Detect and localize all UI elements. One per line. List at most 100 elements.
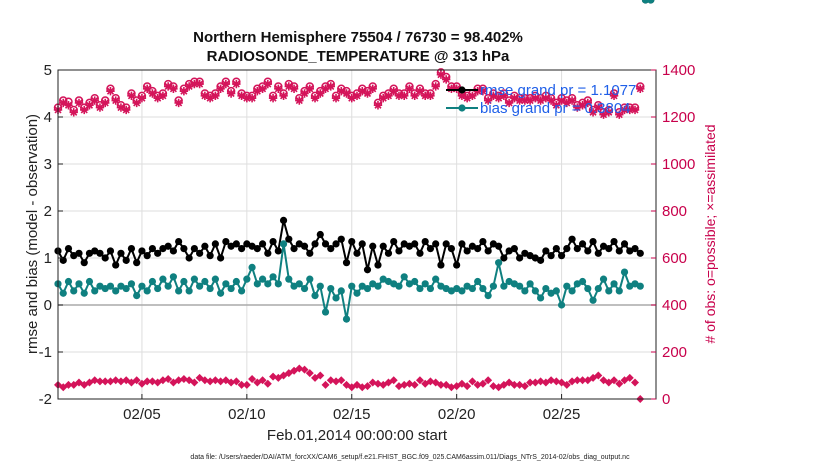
rmse-point (631, 245, 639, 253)
bias-point (647, 0, 655, 4)
obs-assimilated-point (541, 94, 551, 103)
obs-count-point (610, 376, 619, 385)
rmse-point (547, 252, 555, 260)
rmse-point (196, 249, 204, 257)
bias-point (332, 294, 340, 302)
obs-assimilated-point (268, 94, 278, 103)
obs-assimilated-point (274, 84, 283, 93)
rmse-point (206, 252, 214, 260)
bias-point (106, 282, 115, 290)
obs-count-point (300, 365, 309, 374)
obs-assimilated-point (258, 84, 267, 93)
rmse-point (353, 249, 361, 257)
obs-assimilated-point (468, 91, 477, 101)
bias-point (201, 277, 209, 286)
obs-assimilated-point (101, 98, 110, 108)
obs-assimilated-point (431, 82, 440, 91)
rmse-point (106, 247, 115, 255)
obs-assimilated-point (316, 89, 325, 98)
legend-bias-label: bias grand pr = 0.3804 (480, 100, 631, 117)
rmse-point (426, 245, 435, 253)
obs-count-point (547, 376, 556, 385)
obs-assimilated-point (478, 86, 488, 96)
bias-point (237, 287, 246, 295)
obs-assimilated-point (300, 89, 309, 98)
obs-assimilated-point (116, 103, 126, 112)
obs-count-point (148, 377, 157, 386)
obs-assimilated-point (216, 84, 225, 93)
obs-assimilated-point (389, 86, 398, 96)
obs-count-point (248, 375, 257, 384)
bias-point (353, 289, 361, 297)
bias-point (112, 287, 120, 295)
rmse-point (458, 240, 466, 248)
bias-point (206, 284, 214, 293)
rmse-point (290, 245, 298, 253)
rmse-point (484, 247, 492, 255)
obs-assimilated-point (352, 91, 362, 101)
obs-count-point (394, 382, 403, 391)
bias-point (59, 289, 67, 297)
bias-point (80, 289, 88, 297)
y-right-tick-label: 600 (662, 250, 687, 267)
bias-point (175, 287, 183, 295)
bias-point (374, 282, 382, 290)
obs-count-point (363, 382, 372, 391)
obs-assimilated-point (625, 105, 634, 115)
obs-assimilated-point (567, 96, 577, 105)
y-axis-right-label: # of obs: o=possible; ×=assimilated (702, 124, 718, 343)
bias-point (552, 287, 560, 295)
y-left-tick-label: 5 (44, 62, 52, 79)
obs-assimilated-point (405, 84, 414, 93)
obs-assimilated-point (64, 101, 73, 110)
rmse-point (169, 247, 178, 255)
bias-point (138, 282, 146, 290)
obs-assimilated-point (573, 103, 582, 112)
bias-line (57, 243, 641, 320)
rmse-point (358, 240, 366, 248)
obs-assimilated-point (69, 108, 78, 117)
obs-assimilated-point (226, 89, 236, 98)
obs-count-point (263, 379, 272, 388)
obs-count-point (436, 380, 445, 389)
obs-count-point (216, 377, 225, 386)
obs-assimilated-point (347, 94, 356, 103)
obs-assimilated-point (620, 105, 629, 115)
rmse-point (232, 240, 240, 248)
rmse-point (127, 245, 136, 253)
obs-assimilated-point (604, 108, 613, 117)
obs-count-point (295, 364, 304, 373)
obs-assimilated-point (59, 98, 68, 108)
rmse-point (578, 240, 587, 248)
obs-assimilated-point (426, 91, 435, 101)
y-left-tick-label: 4 (44, 109, 52, 126)
legend-rmse-marker (458, 86, 466, 94)
obs-count-point (536, 377, 545, 386)
bias-point (159, 275, 167, 283)
bias-point (563, 282, 571, 290)
obs-assimilated-point (289, 84, 299, 93)
bias-point (421, 280, 429, 288)
obs-assimilated-point (121, 105, 131, 115)
bias-point (311, 292, 319, 300)
obs-count-point (484, 376, 493, 385)
obs-count-point (305, 369, 314, 378)
rmse-point (321, 240, 330, 248)
obs-count-point (473, 380, 482, 389)
bias-point (274, 280, 282, 288)
legend-bias-marker (458, 104, 466, 112)
obs-assimilated-point (190, 79, 199, 89)
plot-frame (57, 69, 657, 400)
rmse-point (421, 237, 429, 246)
bias-point (432, 275, 440, 283)
obs-count-point (531, 378, 540, 387)
obs-assimilated-point (132, 98, 141, 108)
obs-assimilated-point (295, 96, 304, 105)
obs-count-point (578, 376, 587, 385)
data-file-footer: data file: /Users/raeder/DAI/ATM_forcXX/… (190, 454, 630, 461)
bias-point (531, 287, 539, 295)
obs-count-point (179, 375, 188, 384)
bias-point (516, 282, 524, 290)
obs-assimilated-point (636, 84, 645, 93)
rmse-point (75, 249, 83, 257)
